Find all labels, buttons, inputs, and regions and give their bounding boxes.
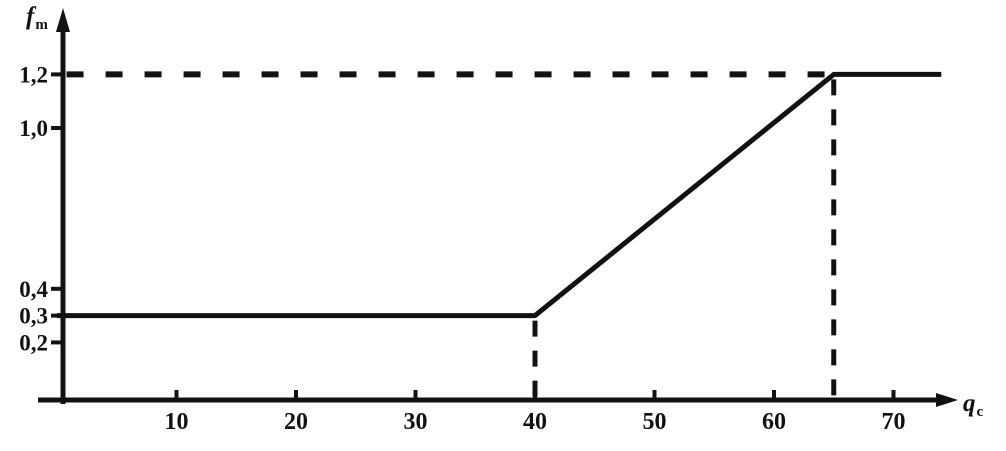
y-axis-label: fm: [26, 4, 48, 33]
y-axis-label-main: f: [26, 3, 35, 30]
x-tick-label: 20: [284, 409, 308, 435]
x-axis-label-sub: c: [976, 404, 984, 420]
x-tick-label: 30: [404, 409, 428, 435]
y-tick-label: 1,0: [19, 116, 48, 141]
y-axis-label-sub: m: [35, 17, 48, 33]
x-tick-label: 60: [762, 409, 786, 435]
x-tick-label: 50: [643, 409, 667, 435]
x-axis-arrowhead-icon: [936, 393, 958, 407]
x-axis-label-main: q: [963, 390, 976, 417]
x-tick-label: 40: [523, 409, 547, 435]
y-tick-label: 0,3: [19, 304, 48, 329]
x-tick-label: 70: [882, 409, 906, 435]
x-axis-label: qc: [963, 391, 983, 420]
y-tick-label: 1,2: [19, 62, 48, 87]
y-tick-label: 0,4: [19, 277, 48, 302]
x-tick-label: 10: [165, 409, 189, 435]
y-tick-label: 0,2: [19, 330, 48, 355]
data-curve: [57, 71, 942, 319]
y-axis-arrowhead-icon: [56, 8, 70, 32]
